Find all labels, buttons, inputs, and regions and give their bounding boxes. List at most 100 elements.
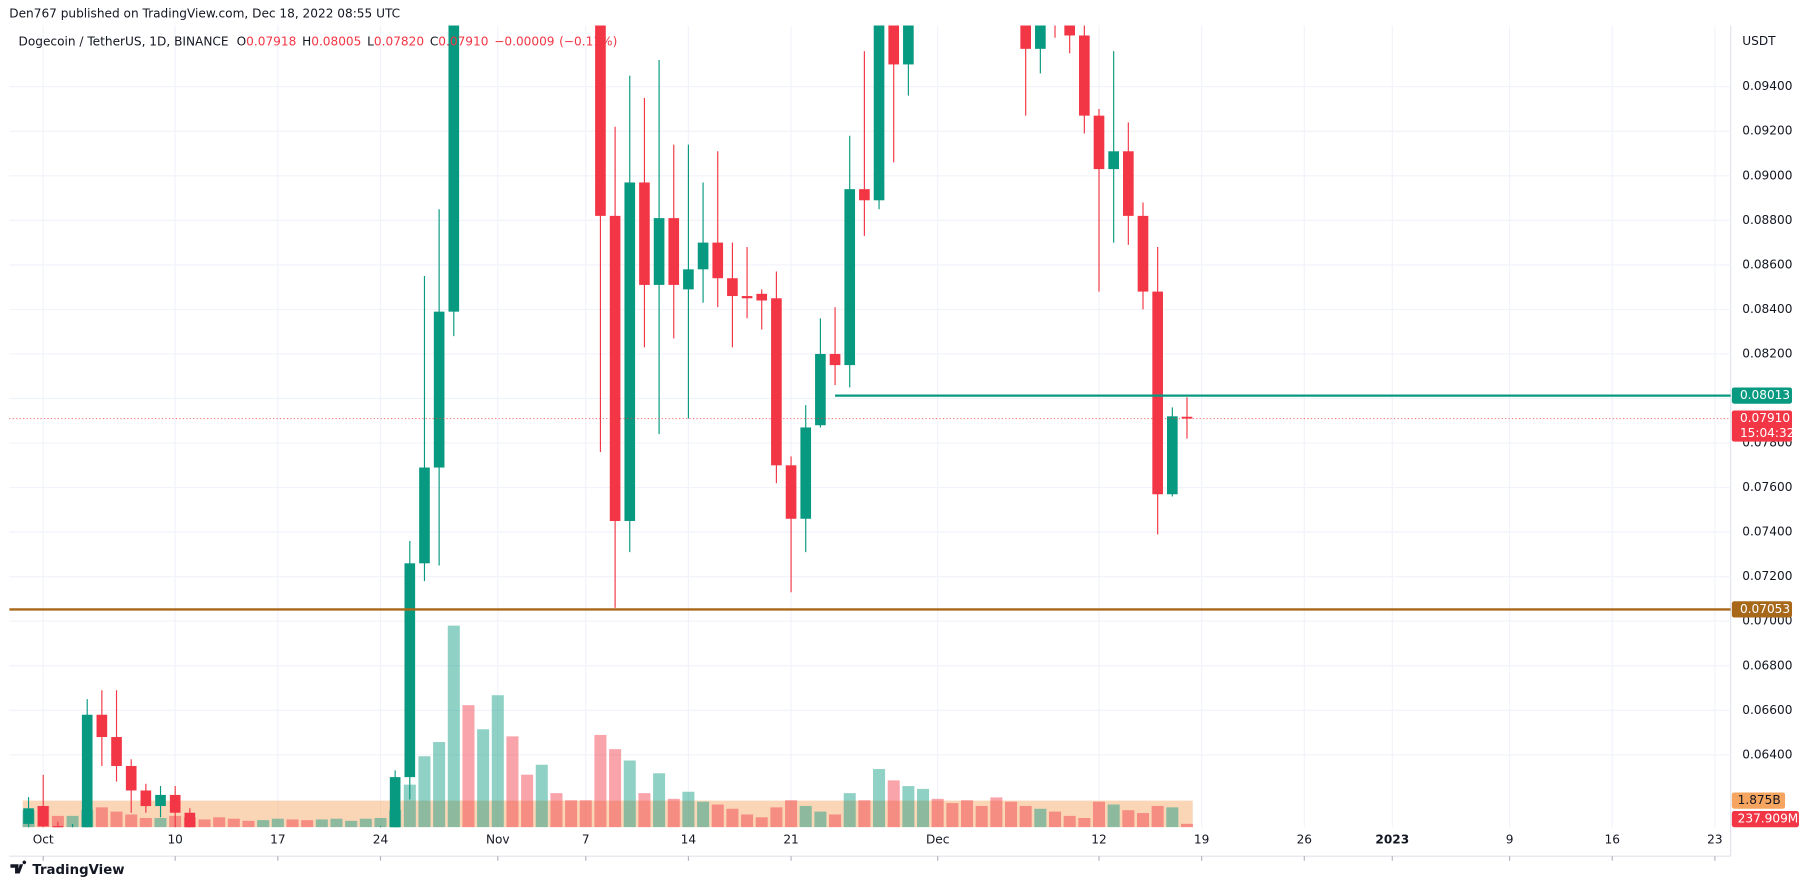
- level-tag: [1731, 601, 1793, 618]
- volume-bar: [565, 800, 578, 828]
- volume-bar: [51, 815, 64, 828]
- candle-body: [433, 311, 445, 468]
- y-tick-label: 0.08200: [1742, 346, 1792, 360]
- volume-bar: [711, 804, 724, 828]
- volume-bar: [1019, 805, 1032, 828]
- volume-ma-band: [22, 800, 1193, 828]
- candle-body: [1108, 151, 1119, 170]
- x-tick-label: 24: [373, 832, 389, 846]
- change-pct: (−0.11%): [559, 34, 617, 48]
- countdown: 15:04:32: [1740, 426, 1794, 440]
- volume-bar: [697, 801, 710, 828]
- y-tick-label: 0.08800: [1742, 213, 1792, 227]
- x-tick-label: 16: [1605, 832, 1620, 846]
- level-tag-label: 0.07053: [1740, 602, 1790, 616]
- candle-body: [873, 25, 885, 201]
- candle-body: [785, 465, 797, 519]
- candle-body: [741, 296, 753, 299]
- volume-bar: [653, 773, 666, 828]
- candle-body: [859, 189, 870, 201]
- candle-body: [771, 298, 782, 466]
- y-tick-label: 0.07400: [1742, 525, 1792, 539]
- x-tick-label: 17: [270, 832, 285, 846]
- legend-value: 0.08005: [311, 34, 361, 48]
- x-tick-label: 14: [681, 832, 697, 846]
- volume-bar: [403, 784, 416, 828]
- volume-bar: [433, 742, 446, 828]
- candle-body: [756, 293, 768, 301]
- y-tick-label: 0.06800: [1742, 658, 1792, 672]
- x-tick-label: Oct: [33, 832, 54, 846]
- candle-body: [1181, 416, 1193, 419]
- candle-body: [37, 806, 49, 827]
- candle-body: [829, 353, 841, 366]
- footer-text: TradingView: [32, 863, 124, 878]
- volume-bar: [843, 793, 856, 828]
- volume-bar: [110, 811, 123, 828]
- volume-bar: [198, 819, 211, 828]
- volume-bar: [873, 769, 886, 828]
- volume-bar: [946, 803, 959, 828]
- candle-body: [96, 714, 108, 738]
- volume-bar: [213, 817, 226, 828]
- volume-bar: [726, 808, 739, 828]
- y-tick-label: 0.07200: [1742, 569, 1792, 583]
- candle-body: [184, 812, 196, 828]
- volume-bar: [491, 695, 504, 828]
- x-tick-label: Dec: [926, 832, 949, 846]
- volume-bar: [550, 793, 563, 828]
- volume-bar: [799, 805, 812, 828]
- volume-bar: [961, 800, 974, 828]
- candle-body: [448, 25, 460, 312]
- volume-bar: [345, 820, 358, 828]
- volume-bar: [374, 817, 387, 828]
- candle-body: [1064, 25, 1075, 36]
- volume-bar: [667, 798, 680, 828]
- legend-key: O: [237, 34, 247, 48]
- candle-body: [800, 427, 812, 519]
- volume-bar: [858, 800, 871, 828]
- candle-body: [1137, 215, 1149, 292]
- candle-body: [624, 182, 636, 521]
- level-tag-label: 0.08013: [1740, 388, 1790, 402]
- volume-bar: [609, 749, 622, 828]
- volume-bar: [1048, 811, 1062, 828]
- volume-bar: [931, 798, 944, 828]
- x-tick-label: 26: [1297, 832, 1312, 846]
- x-tick-label: 7: [582, 832, 590, 846]
- level-tag: [1731, 387, 1793, 404]
- legend-value: 0.07820: [374, 34, 424, 48]
- candle-body: [169, 794, 181, 813]
- volume-bar: [301, 820, 314, 828]
- candle-body: [1020, 25, 1032, 49]
- plot-pane: [9, 25, 1731, 828]
- footer-logo: TradingView: [10, 860, 125, 878]
- volume-bar: [477, 729, 490, 828]
- candle-body: [888, 25, 900, 65]
- candle-body: [609, 215, 621, 521]
- volume-bar: [594, 734, 607, 828]
- candle-body: [668, 218, 680, 285]
- candle-body: [1167, 416, 1178, 495]
- legend-key: L: [367, 34, 374, 48]
- y-tick-label: 0.06400: [1742, 747, 1792, 761]
- y-tick-label: 0.09000: [1742, 168, 1792, 182]
- volume-bar: [66, 815, 79, 828]
- x-tick-label: Nov: [486, 832, 510, 846]
- y-tick-label: 0.09200: [1742, 124, 1792, 138]
- candle-body: [1152, 291, 1163, 495]
- volume-last-label: 237.909M: [1738, 812, 1799, 826]
- volume-bar: [315, 819, 328, 828]
- x-tick-label: 2023: [1375, 832, 1409, 846]
- volume-bar: [1122, 810, 1135, 828]
- volume-bar: [1107, 804, 1120, 828]
- volume-bar: [814, 811, 827, 828]
- candle-body: [639, 182, 650, 285]
- candle-body: [1079, 35, 1090, 116]
- volume-bar: [785, 800, 798, 828]
- volume-bar: [1136, 813, 1150, 828]
- volume-bar: [1166, 807, 1179, 828]
- candle-body: [903, 25, 914, 65]
